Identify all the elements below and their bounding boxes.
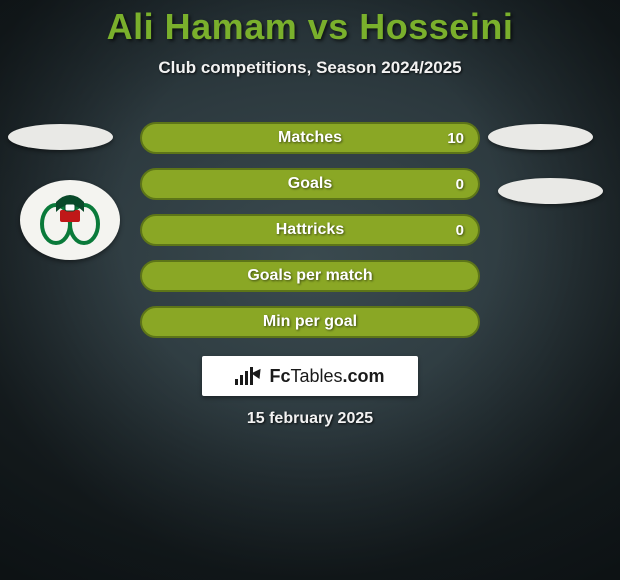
- stat-label: Matches: [278, 129, 342, 147]
- stat-row-matches: Matches 10: [140, 122, 480, 154]
- generated-date: 15 february 2025: [0, 410, 620, 428]
- stat-label: Min per goal: [263, 313, 357, 331]
- stat-right: 0: [456, 176, 464, 193]
- team-badge: [20, 180, 120, 260]
- page-title: Ali Hamam vs Hosseini: [0, 0, 620, 48]
- stat-right: 10: [447, 130, 464, 147]
- player-slot-left: [8, 124, 113, 150]
- subtitle: Club competitions, Season 2024/2025: [0, 58, 620, 78]
- stat-label: Hattricks: [276, 221, 344, 239]
- logo-part-a: Fc: [269, 366, 290, 386]
- stat-row-hattricks: Hattricks 0: [140, 214, 480, 246]
- stat-row-goals: Goals 0: [140, 168, 480, 200]
- team-crest-icon: [36, 190, 104, 250]
- content-root: Ali Hamam vs Hosseini Club competitions,…: [0, 0, 620, 580]
- stat-right: 0: [456, 222, 464, 239]
- logo-part-c: .com: [343, 366, 385, 386]
- stat-label: Goals per match: [247, 267, 372, 285]
- logo-text: FcTables.com: [269, 366, 384, 387]
- stat-pill-stack: Matches 10 Goals 0 Hattricks 0 Goals per…: [140, 122, 480, 352]
- stat-row-min-per-goal: Min per goal: [140, 306, 480, 338]
- stat-row-goals-per-match: Goals per match: [140, 260, 480, 292]
- fctables-logo: FcTables.com: [202, 356, 418, 396]
- logo-part-b: Tables: [290, 366, 342, 386]
- player-slot-right-a: [488, 124, 593, 150]
- player-slot-right-b: [498, 178, 603, 204]
- stat-label: Goals: [288, 175, 332, 193]
- barchart-icon: [235, 367, 265, 385]
